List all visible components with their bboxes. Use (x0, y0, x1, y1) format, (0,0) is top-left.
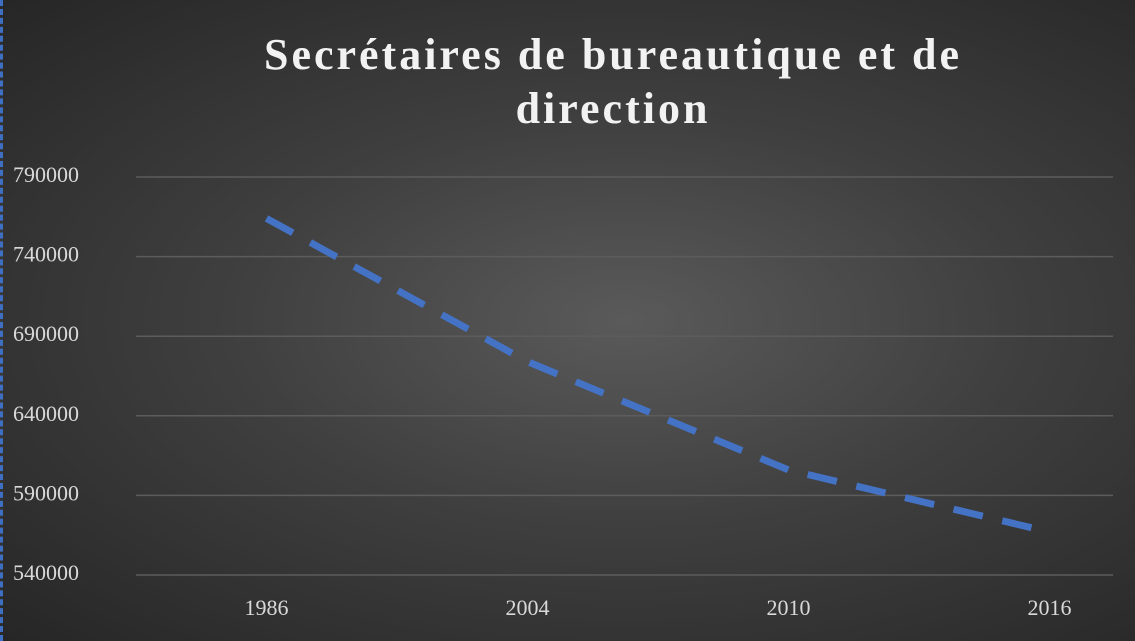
y-tick-label: 690000 (13, 321, 79, 346)
plot: 540000 590000 640000 690000 740000 790000 1986… (13, 162, 1113, 620)
y-tick-label: 740000 (13, 242, 79, 267)
data-line (264, 215, 1051, 536)
x-tick-label: 2016 (1028, 595, 1072, 620)
y-tick-label: 590000 (13, 480, 79, 505)
x-tick-label: 2010 (767, 595, 811, 620)
y-tick-label: 640000 (13, 401, 79, 426)
y-tick-label: 790000 (13, 162, 79, 187)
x-tick-label: 2004 (506, 595, 550, 620)
y-tick-label: 540000 (13, 560, 79, 585)
chart-title: Secrétaires de bureautique et de directi… (263, 30, 963, 133)
x-tick-label: 1986 (245, 595, 289, 620)
